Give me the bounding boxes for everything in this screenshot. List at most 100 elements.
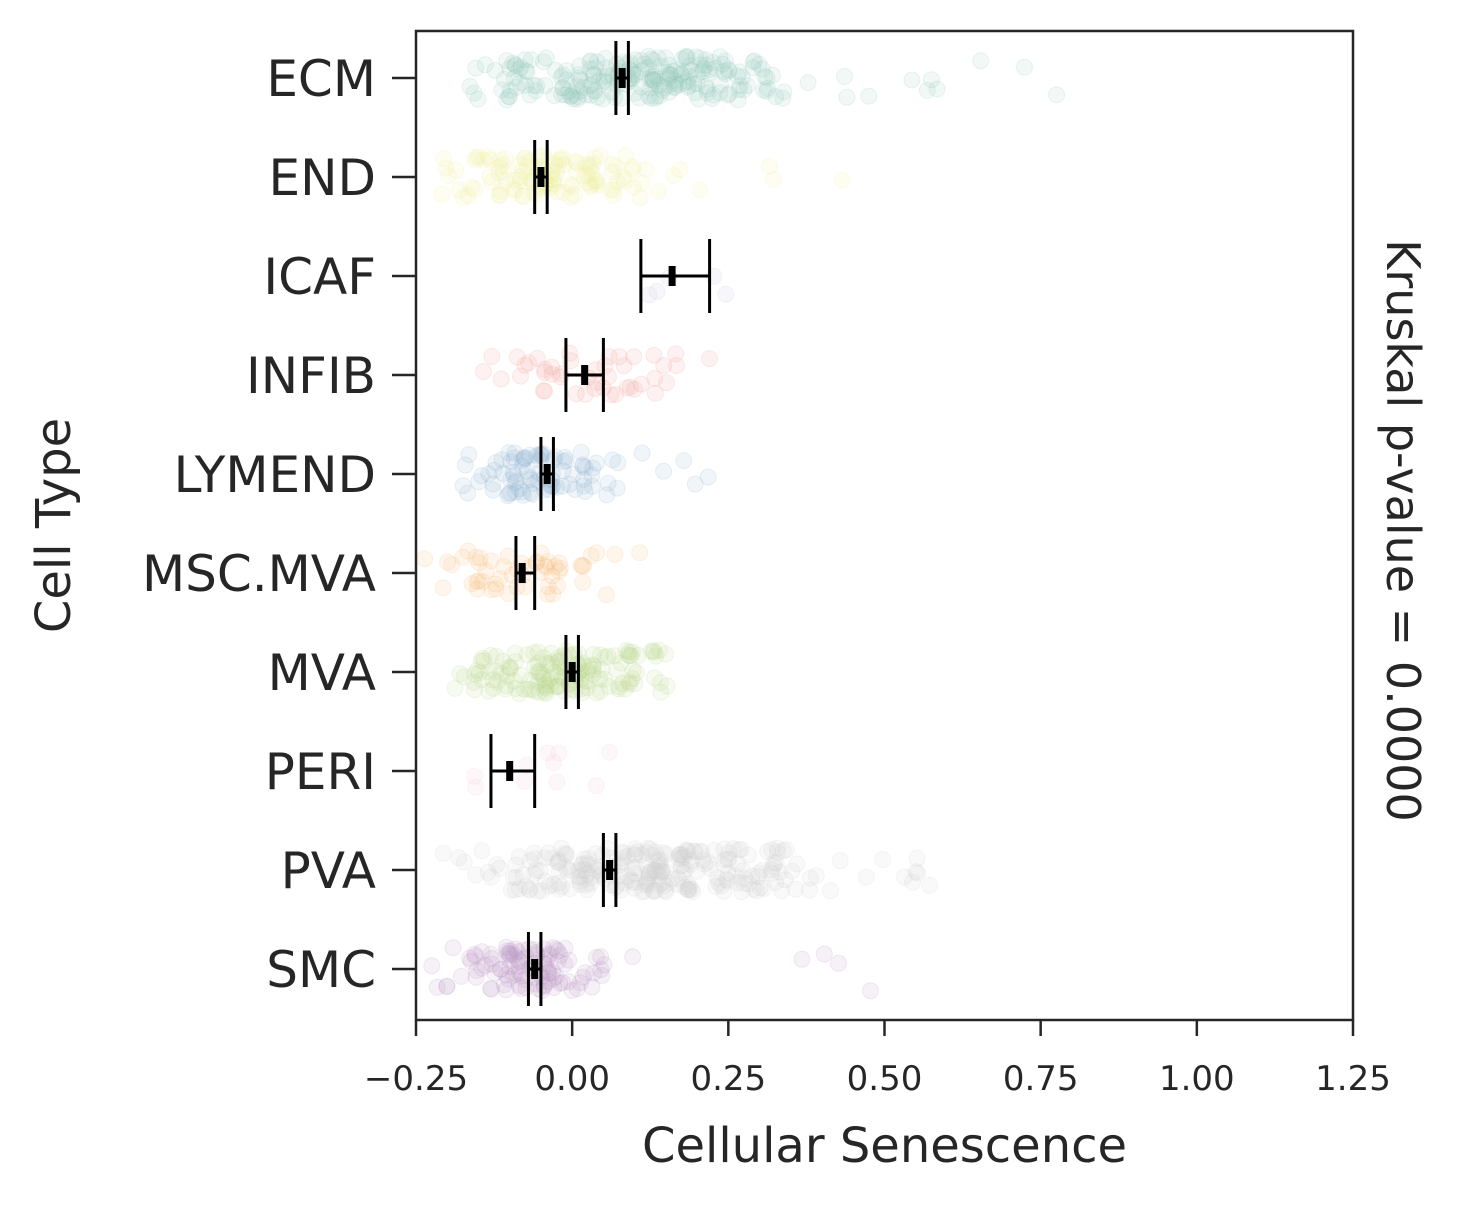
mean-marker-peri xyxy=(506,761,514,781)
data-point-ecm xyxy=(585,82,603,99)
data-point-end xyxy=(544,171,562,189)
x-axis: −0.25 0.00 0.25 0.50 0.75 1.00 1.25 xyxy=(364,1020,1391,1099)
data-point-mva xyxy=(501,660,519,678)
y-tick-label: END xyxy=(269,149,377,207)
data-point-peri xyxy=(466,767,483,785)
data-point-smc xyxy=(560,973,577,991)
data-point-ecm xyxy=(650,76,668,94)
data-point-mva xyxy=(621,647,639,665)
data-point-ecm xyxy=(558,71,576,89)
y-tick-label: ICAF xyxy=(263,248,376,306)
data-point-pva xyxy=(740,875,758,893)
data-point-ecm xyxy=(687,48,705,66)
data-point-lymend xyxy=(546,448,564,466)
data-point-end xyxy=(515,149,533,167)
data-point-mva xyxy=(485,679,503,697)
data-point-pva xyxy=(639,873,657,891)
data-point-infib xyxy=(625,348,643,366)
data-point-ecm xyxy=(711,48,729,66)
data-point-pva xyxy=(491,859,509,877)
data-point-infib xyxy=(474,363,492,380)
data-point-mva xyxy=(512,666,530,684)
data-point-ecm xyxy=(647,87,665,105)
data-point-ecm xyxy=(636,60,654,77)
data-point-mva xyxy=(487,663,505,680)
data-point-ecm xyxy=(595,68,613,86)
data-point-mva xyxy=(541,676,559,694)
data-point-pva xyxy=(650,876,668,894)
data-point-ecm xyxy=(731,77,749,94)
data-point-pva xyxy=(696,855,714,873)
data-point-end xyxy=(549,183,566,201)
data-point-ecm xyxy=(690,90,707,108)
data-point-end xyxy=(490,186,508,204)
data-point-mva xyxy=(484,671,502,689)
data-point-smc xyxy=(574,968,592,986)
data-point-msc-mva xyxy=(539,553,557,571)
data-point-pva xyxy=(580,856,598,874)
data-point-pva xyxy=(507,869,525,886)
data-point-mva xyxy=(487,647,505,665)
data-point-ecm xyxy=(587,59,605,77)
data-point-infib xyxy=(602,386,620,404)
data-point-ecm xyxy=(508,78,526,96)
data-point-pva xyxy=(691,843,709,860)
data-point-ecm xyxy=(507,57,525,75)
data-point-ecm xyxy=(588,53,606,71)
data-point-smc xyxy=(466,945,484,963)
data-point-end xyxy=(491,151,509,169)
data-point-smc xyxy=(466,947,484,965)
data-point-pva xyxy=(907,863,925,881)
data-point-pva xyxy=(669,870,687,887)
data-point-mva xyxy=(465,673,483,691)
data-point-mva xyxy=(591,646,609,664)
data-point-pva xyxy=(571,872,589,890)
data-point-pva xyxy=(821,882,839,900)
data-point-mva xyxy=(529,673,547,691)
data-point-ecm xyxy=(644,71,662,89)
data-point-end xyxy=(579,174,597,192)
data-point-infib xyxy=(543,365,561,383)
data-point-ecm xyxy=(504,54,522,72)
data-point-end xyxy=(587,175,605,193)
data-point-pva xyxy=(550,851,568,869)
data-point-ecm xyxy=(729,91,747,109)
data-point-ecm xyxy=(670,76,688,94)
data-point-smc xyxy=(491,960,509,978)
data-point-pva xyxy=(627,859,645,877)
data-point-infib xyxy=(535,382,552,400)
data-point-pva xyxy=(733,883,751,901)
data-point-ecm xyxy=(644,71,662,89)
data-point-ecm xyxy=(667,75,684,93)
data-point-smc xyxy=(497,981,515,999)
data-point-ecm xyxy=(758,82,776,100)
data-point-end xyxy=(578,166,596,183)
data-point-ecm xyxy=(493,81,511,99)
data-point-smc xyxy=(501,942,519,960)
data-point-ecm xyxy=(714,55,732,73)
data-point-end xyxy=(463,178,480,196)
data-point-ecm xyxy=(534,53,552,71)
data-point-ecm xyxy=(666,78,684,96)
data-point-end xyxy=(605,181,623,199)
data-point-ecm xyxy=(666,72,684,90)
data-point-mva xyxy=(496,680,514,698)
x-tick-label: 1.25 xyxy=(1315,1059,1391,1099)
data-point-lymend xyxy=(633,444,651,462)
data-point-mva xyxy=(555,647,573,664)
data-point-smc xyxy=(492,960,510,978)
data-point-mva xyxy=(542,644,560,662)
data-point-mva xyxy=(621,675,639,693)
data-point-ecm xyxy=(704,54,722,71)
data-point-ecm xyxy=(697,56,715,74)
data-point-lymend xyxy=(502,453,520,471)
data-point-mva xyxy=(529,663,547,681)
data-point-pva xyxy=(701,859,719,877)
data-point-end xyxy=(528,185,546,203)
data-point-mva xyxy=(543,654,561,672)
data-point-end xyxy=(604,163,622,181)
data-point-pva xyxy=(648,852,666,870)
data-point-ecm xyxy=(594,90,612,108)
data-point-smc xyxy=(468,962,486,979)
